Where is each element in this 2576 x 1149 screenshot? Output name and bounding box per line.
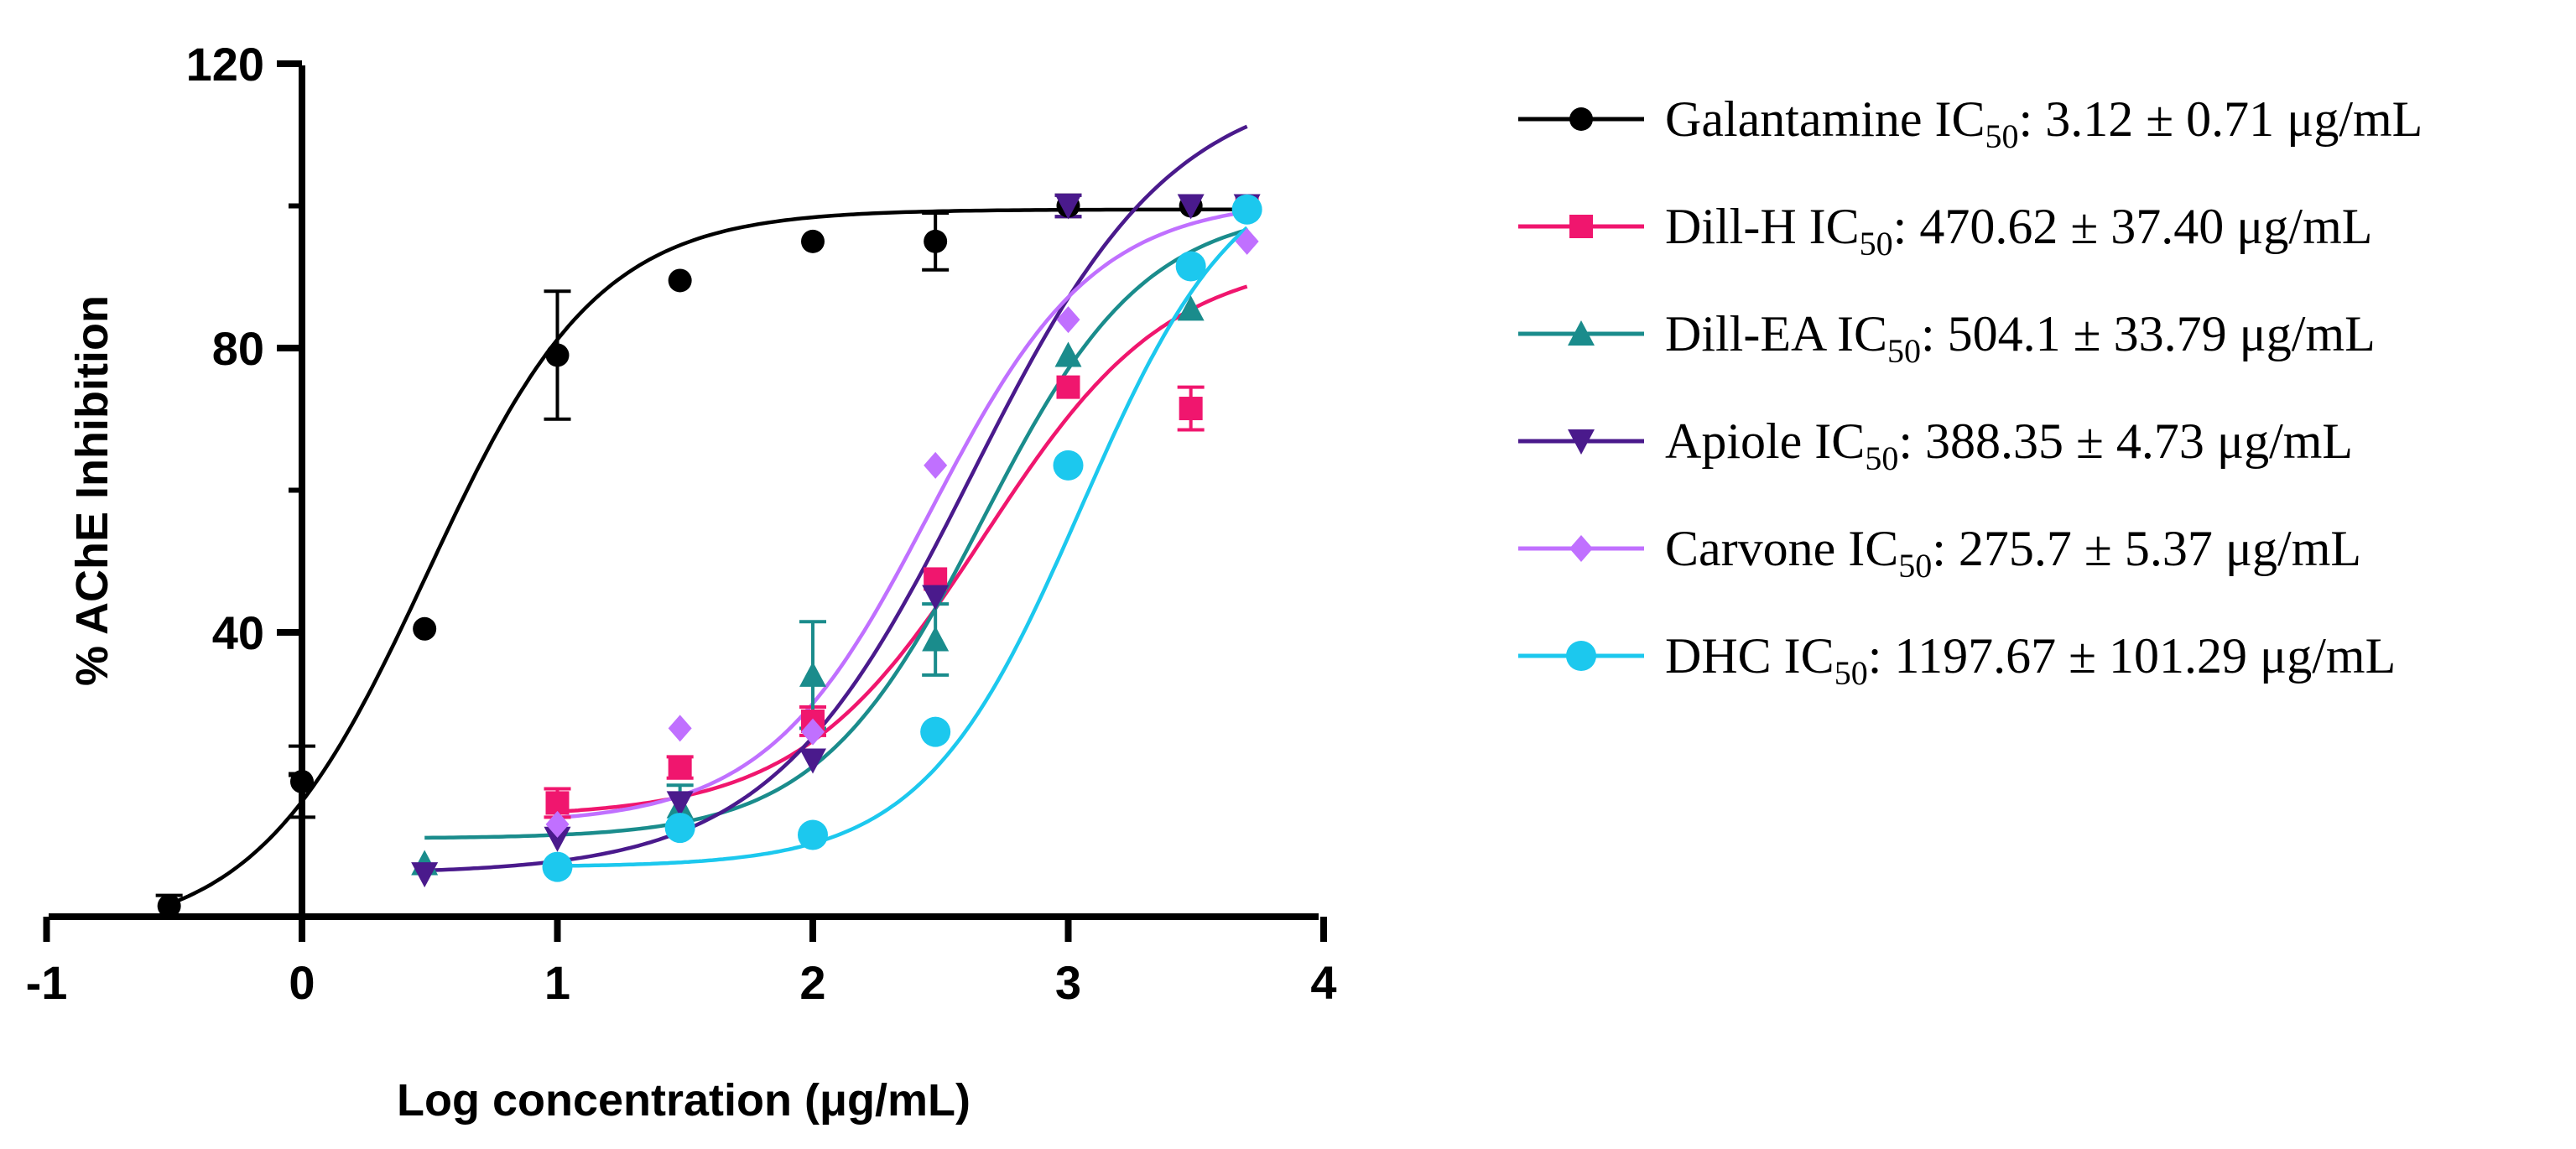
legend-label: Carvone IC50: 275.7 ± 5.37 μg/mL xyxy=(1665,521,2361,585)
carvone-fit-curve xyxy=(557,210,1248,820)
dill-h-point xyxy=(1056,375,1080,399)
legend-item-galantamine: Galantamine IC50: 3.12 ± 0.71 μg/mL xyxy=(1518,91,2422,155)
dhc-point xyxy=(920,716,951,747)
x-tick-label: 2 xyxy=(799,956,825,1009)
y-tick-label: 80 xyxy=(212,322,264,375)
dill-h-point xyxy=(545,791,570,815)
galantamine-point xyxy=(413,616,437,641)
carvone-point xyxy=(668,715,692,742)
y-axis-title: % AChE Inhibition xyxy=(67,295,117,686)
legend-marker xyxy=(1566,641,1596,671)
dhc-point xyxy=(1231,194,1262,225)
galantamine-point xyxy=(801,229,825,253)
apiole-fit-curve xyxy=(424,124,1248,873)
dill-ea-fit-curve xyxy=(424,227,1248,840)
x-ticks: -1 0 1 2 3 4 xyxy=(26,917,1337,1009)
axes: -1 0 1 2 3 4 40 80 120 Log concentration (μg/mL… xyxy=(26,38,1337,1126)
legend-item-apiole: Apiole IC50: 388.35 ± 4.73 μg/mL xyxy=(1518,413,2353,477)
legend: Galantamine IC50: 3.12 ± 0.71 μg/mL Dill-… xyxy=(1518,91,2422,692)
apiole-point xyxy=(666,791,694,817)
galantamine-point xyxy=(545,343,570,367)
y-tick-label: 120 xyxy=(186,38,264,91)
legend-item-dill-ea: Dill-EA IC50: 504.1 ± 33.79 μg/mL xyxy=(1518,306,2376,370)
carvone-point xyxy=(1235,227,1259,255)
apiole-point xyxy=(1177,194,1205,220)
legend-marker xyxy=(1569,107,1593,131)
x-axis-title: Log concentration (μg/mL) xyxy=(397,1075,971,1126)
x-tick-label: 4 xyxy=(1310,956,1336,1009)
carvone-point xyxy=(801,718,825,746)
dhc-point xyxy=(1175,251,1206,282)
galantamine-point xyxy=(290,769,314,793)
legend-item-dhc: DHC IC50: 1197.67 ± 101.29 μg/mL xyxy=(1518,628,2396,692)
x-tick-label: 3 xyxy=(1055,956,1081,1009)
carvone-point xyxy=(1056,306,1080,334)
galantamine-point xyxy=(157,894,181,918)
dill-h-fit-curve xyxy=(557,284,1248,814)
legend-marker xyxy=(1568,320,1595,346)
dill-ea-point xyxy=(1177,295,1205,321)
apiole-point xyxy=(799,748,826,774)
apiole-point xyxy=(922,585,950,611)
legend-marker xyxy=(1569,535,1593,562)
x-tick-label: 1 xyxy=(544,956,570,1009)
dill-ea-point xyxy=(799,661,826,687)
fit-curves xyxy=(160,124,1249,909)
dill-h-point xyxy=(1179,397,1203,421)
legend-item-dill-h: Dill-H IC50: 470.62 ± 37.40 μg/mL xyxy=(1518,199,2372,263)
legend-label: DHC IC50: 1197.67 ± 101.29 μg/mL xyxy=(1665,628,2396,692)
legend-label: Dill-EA IC50: 504.1 ± 33.79 μg/mL xyxy=(1665,306,2376,370)
dhc-point xyxy=(542,851,573,882)
legend-label: Dill-H IC50: 470.62 ± 37.40 μg/mL xyxy=(1665,199,2372,263)
dill-ea-point xyxy=(1054,341,1082,367)
dill-h-point xyxy=(668,756,692,780)
legend-label: Apiole IC50: 388.35 ± 4.73 μg/mL xyxy=(1665,413,2353,477)
galantamine-fit-curve xyxy=(160,207,1247,909)
y-tick-label: 40 xyxy=(212,606,264,659)
legend-label: Galantamine IC50: 3.12 ± 0.71 μg/mL xyxy=(1665,91,2422,155)
apiole-point xyxy=(544,826,571,852)
x-tick-label: -1 xyxy=(26,956,68,1009)
dhc-fit-curve xyxy=(557,226,1249,868)
dill-ea-point xyxy=(922,626,950,652)
legend-marker xyxy=(1569,215,1593,238)
apiole-point xyxy=(411,862,439,888)
legend-item-carvone: Carvone IC50: 275.7 ± 5.37 μg/mL xyxy=(1518,521,2361,585)
apiole-point xyxy=(1054,194,1082,220)
galantamine-point xyxy=(924,229,948,253)
data-points xyxy=(157,194,1262,918)
legend-marker xyxy=(1568,429,1595,455)
y-ticks: 40 80 120 xyxy=(186,38,302,777)
carvone-point xyxy=(924,451,948,479)
carvone-point xyxy=(545,810,570,838)
x-tick-label: 0 xyxy=(289,956,315,1009)
dhc-point xyxy=(1053,450,1084,481)
galantamine-point xyxy=(668,268,692,293)
dhc-point xyxy=(798,819,828,850)
dhc-point xyxy=(664,813,695,844)
